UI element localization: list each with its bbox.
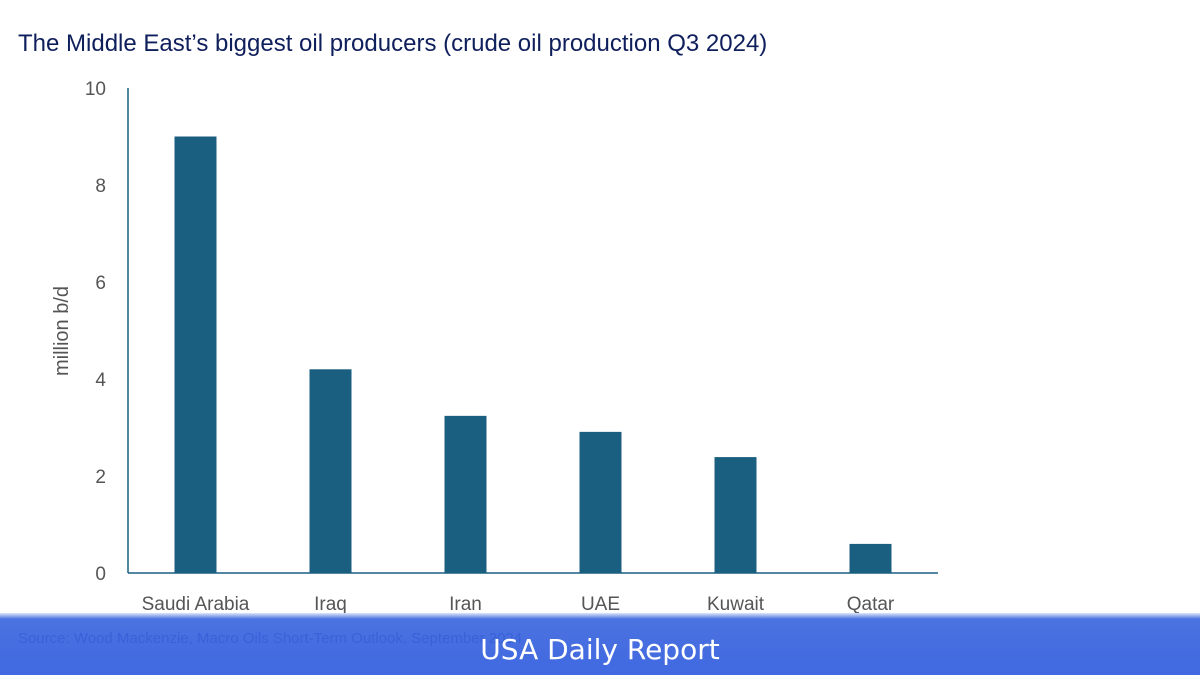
bar-iraq: [309, 369, 352, 573]
bar-saudi-arabia: [174, 136, 217, 573]
banner-text: USA Daily Report: [480, 633, 720, 666]
banner: Source: Wood Mackenzie, Macro Oils Short…: [0, 613, 1200, 675]
y-tick-label: 0: [95, 564, 106, 585]
x-tick-label: Iran: [449, 594, 482, 615]
y-axis-label: million b/d: [51, 286, 73, 376]
y-tick-label: 2: [95, 467, 106, 488]
bar-uae: [579, 431, 622, 573]
x-tick-label: Iraq: [314, 594, 347, 615]
bar-kuwait: [714, 457, 757, 573]
y-tick-label: 6: [95, 273, 106, 294]
bar-qatar: [849, 543, 892, 573]
chart-title: The Middle East’s biggest oil producers …: [18, 30, 768, 57]
y-tick-label: 10: [85, 79, 106, 100]
x-tick-label: UAE: [581, 594, 620, 615]
x-tick-label: Saudi Arabia: [142, 594, 250, 615]
bar-iran: [444, 415, 487, 573]
source-note: Source: Wood Mackenzie, Macro Oils Short…: [18, 630, 523, 647]
x-tick-label: Qatar: [847, 594, 895, 615]
y-tick-label: 8: [95, 176, 106, 197]
x-tick-label: Kuwait: [707, 594, 765, 615]
y-tick-label: 4: [95, 370, 106, 391]
